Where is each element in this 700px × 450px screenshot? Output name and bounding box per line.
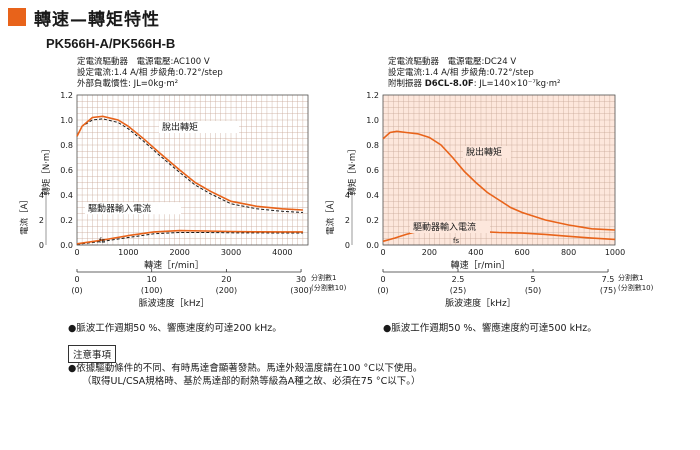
x-tick-label: 600 (515, 248, 530, 257)
pulse-tick-label: 0 (380, 275, 385, 284)
pulse-tick-label: 30 (296, 275, 306, 284)
y-tick-label: 0.2 (60, 216, 73, 225)
y-tick-label: 1.0 (366, 116, 379, 125)
x-tick-label: 4000 (272, 248, 292, 257)
current-tick-label: 4 (345, 191, 350, 200)
pulse-tick-label: 5 (530, 275, 535, 284)
series-pullout-torque (76, 115, 303, 211)
x-tick-label: 1000 (605, 248, 625, 257)
pulse-tick-label: 0 (74, 275, 79, 284)
series-pullout-dashed (76, 118, 303, 213)
pulse-tick-label: 20 (221, 275, 231, 284)
x-axis-label: 轉速［r/min］ (451, 259, 511, 271)
spec-line-1: 定電流驅動器 電源電壓:DC24 V (388, 56, 516, 67)
x-tick-label: 800 (561, 248, 576, 257)
series-input-current (76, 229, 303, 245)
pulse-division-10-label: (分割數10) (618, 283, 654, 292)
y-tick-label: 0.6 (60, 166, 73, 175)
y-tick-label: 0.4 (366, 191, 379, 200)
notes-title: 注意事項 (68, 345, 117, 363)
x-tick-label: 3000 (221, 248, 241, 257)
x-axis-label: 轉速［r/min］ (144, 259, 204, 271)
y-tick-label: 0.0 (60, 241, 73, 250)
pulse-tick-label-10: (25) (450, 286, 466, 295)
pulse-tick-label: 7.5 (602, 275, 615, 284)
y-axis-label-torque: 轉矩［N·m］ (41, 144, 52, 195)
y-tick-label: 0.6 (366, 166, 379, 175)
annotation-pullout: 脫出轉矩 (162, 121, 198, 133)
y-axis-label-current: 電流［A］ (19, 195, 30, 235)
pulse-tick-label-10: (200) (216, 286, 238, 295)
spec-line-3: 外部負載慣性: JL=0kg·m² (77, 78, 178, 89)
pulse-axis-label: 脈波速度［kHz］ (445, 297, 516, 309)
annotation-current: 驅動器輸入電流 (88, 202, 151, 214)
pulse-tick-label: 2.5 (452, 275, 465, 284)
pulse-tick-label-10: (75) (600, 286, 616, 295)
y-tick-label: 0.0 (366, 241, 379, 250)
annotation-bg (410, 221, 490, 233)
x-tick-label: 2000 (169, 248, 189, 257)
y-axis-label-current: 電流［A］ (325, 195, 336, 235)
annotation-pullout: 脫出轉矩 (466, 146, 502, 158)
section-title: 轉速—轉矩特性 (34, 9, 160, 30)
pulse-tick-label-10: (300) (290, 286, 312, 295)
current-tick-label: 0 (345, 241, 350, 250)
pulse-tick-label-10: (0) (377, 286, 388, 295)
current-tick-label: 2 (39, 216, 44, 225)
y-tick-label: 1.0 (60, 116, 73, 125)
x-tick-label: 200 (422, 248, 437, 257)
y-tick-label: 0.8 (60, 141, 73, 150)
x-tick-label: 0 (74, 248, 79, 257)
pulse-tick-label: 10 (147, 275, 157, 284)
pulse-tick-label-10: (50) (525, 286, 541, 295)
annotation-fs: fs (453, 237, 459, 245)
pulse-division-1-label: 分割數1 (311, 273, 336, 282)
annotation-current: 驅動器輸入電流 (413, 221, 476, 233)
current-tick-label: 2 (345, 216, 350, 225)
y-tick-label: 0.2 (366, 216, 379, 225)
spec-line-3: 附制振器 D6CL-8.0F: JL=140×10⁻⁷kg·m² (388, 78, 560, 89)
pulse-axis-label: 脈波速度［kHz］ (139, 297, 210, 309)
y-axis-label-torque: 轉矩［N·m］ (347, 144, 358, 195)
x-tick-label: 1000 (118, 248, 138, 257)
notes-line-2: （取得UL/CSA規格時、基於馬達部的耐熱等級為A種之故、必須在75 °C以下。… (82, 376, 421, 387)
annotation-bg (463, 146, 511, 158)
series-current-dashed (76, 232, 303, 245)
chart2-footnote: ●脈波工作週期50 %、響應速度約可達500 kHz。 (383, 323, 597, 334)
plot-border (76, 94, 309, 246)
y-tick-label: 0.8 (366, 141, 379, 150)
y-tick-label: 1.2 (60, 91, 73, 100)
model-title: PK566H-A/PK566H-B (46, 36, 176, 51)
spec-line-1: 定電流驅動器 電源電壓:AC100 V (77, 56, 210, 67)
annotation-bg (85, 202, 181, 215)
y-tick-label: 0.4 (60, 191, 73, 200)
spec-line-2: 設定電流:1.4 A/相 步級角:0.72°/step (388, 67, 534, 78)
section-header: 轉速—轉矩特性 (8, 6, 160, 30)
y-tick-label: 1.2 (366, 91, 379, 100)
annotation-bg (159, 121, 239, 133)
x-tick-label: 400 (468, 248, 483, 257)
pulse-tick-label-10: (0) (71, 286, 82, 295)
annotation-fs: fs (99, 237, 105, 245)
current-tick-label: 4 (39, 191, 44, 200)
series-pullout-torque (382, 130, 616, 231)
spec-line-2: 設定電流:1.4 A/相 步級角:0.72°/step (77, 67, 223, 78)
pulse-tick-label-10: (100) (141, 286, 163, 295)
chart1-footnote: ●脈波工作週期50 %、響應速度約可達200 kHz。 (68, 323, 282, 334)
pulse-division-10-label: (分割數10) (311, 283, 347, 292)
current-tick-label: 0 (39, 241, 44, 250)
notes-line-1: ●依據驅動條件的不同、有時馬達會顯著發熱。馬達外殼溫度請在100 °C以下使用。 (68, 363, 423, 374)
pulse-division-1-label: 分割數1 (618, 273, 643, 282)
header-accent-square (8, 8, 26, 26)
x-tick-label: 0 (380, 248, 385, 257)
plot-border (382, 94, 616, 246)
grid (76, 94, 309, 246)
